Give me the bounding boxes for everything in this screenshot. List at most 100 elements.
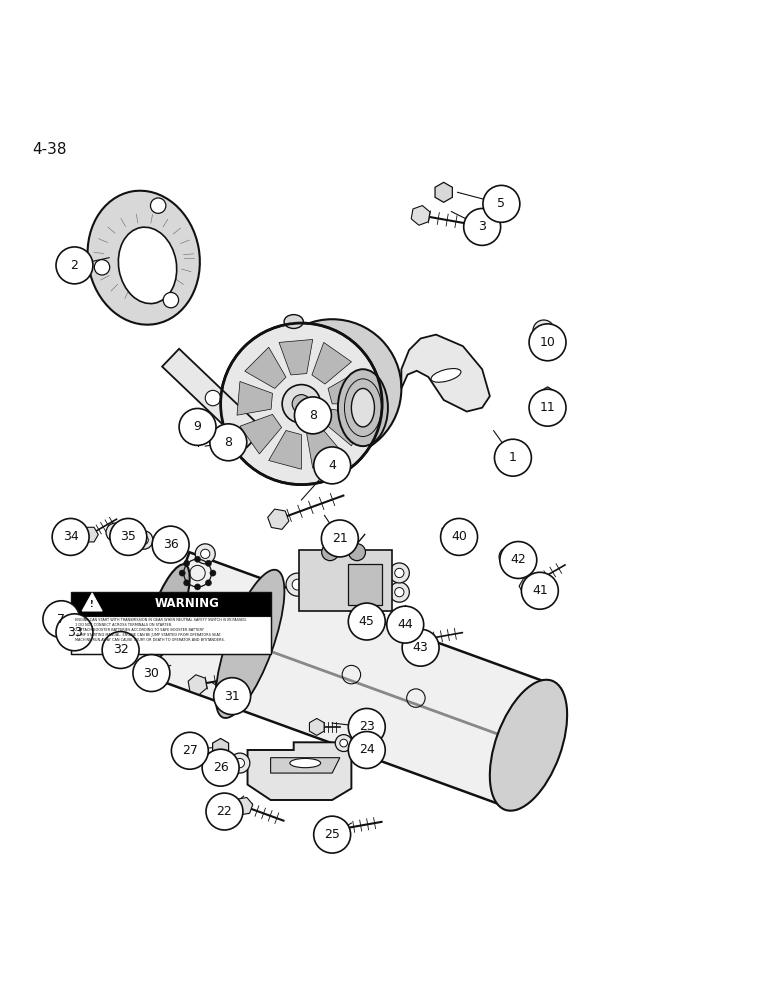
Polygon shape	[268, 509, 289, 529]
Text: 33: 33	[66, 626, 83, 639]
Polygon shape	[325, 409, 366, 446]
Text: 22: 22	[217, 805, 232, 818]
Ellipse shape	[489, 680, 567, 811]
Circle shape	[52, 518, 89, 555]
Text: 23: 23	[359, 720, 374, 733]
Circle shape	[529, 324, 566, 361]
Text: ENGINE CAN START WITH TRANSMISSION IN GEAR WHEN NEUTRAL SAFETY SWITCH IS BY-PASS: ENGINE CAN START WITH TRANSMISSION IN GE…	[75, 618, 248, 642]
Circle shape	[529, 389, 566, 426]
Text: 11: 11	[540, 401, 555, 414]
Ellipse shape	[338, 369, 388, 446]
Text: 30: 30	[144, 667, 159, 680]
Circle shape	[110, 518, 147, 555]
Polygon shape	[162, 349, 264, 447]
Polygon shape	[248, 742, 351, 800]
Circle shape	[394, 568, 404, 578]
Polygon shape	[411, 206, 430, 225]
FancyBboxPatch shape	[348, 564, 381, 605]
Polygon shape	[312, 342, 351, 384]
Circle shape	[151, 198, 166, 213]
Circle shape	[521, 572, 558, 609]
Text: 21: 21	[332, 532, 347, 545]
Bar	[70, 592, 271, 654]
Text: 8: 8	[309, 409, 317, 422]
Circle shape	[348, 708, 385, 745]
Text: 4-38: 4-38	[32, 142, 66, 157]
Circle shape	[322, 544, 339, 561]
Circle shape	[94, 260, 110, 275]
Polygon shape	[79, 621, 93, 638]
Polygon shape	[240, 414, 282, 454]
Circle shape	[171, 732, 208, 769]
Polygon shape	[235, 797, 252, 815]
Circle shape	[441, 518, 478, 555]
Circle shape	[139, 535, 148, 545]
Circle shape	[235, 758, 245, 768]
Bar	[70, 592, 271, 616]
Ellipse shape	[290, 758, 320, 768]
Circle shape	[321, 520, 358, 557]
Polygon shape	[237, 381, 273, 415]
Circle shape	[286, 573, 309, 596]
Polygon shape	[82, 593, 102, 611]
Circle shape	[263, 319, 401, 458]
Circle shape	[494, 439, 531, 476]
Circle shape	[195, 584, 201, 590]
Circle shape	[110, 528, 120, 537]
Circle shape	[396, 612, 415, 631]
Circle shape	[464, 208, 500, 245]
Circle shape	[389, 563, 409, 583]
Polygon shape	[401, 335, 490, 412]
Circle shape	[102, 632, 139, 668]
Circle shape	[402, 629, 439, 666]
Text: 2: 2	[70, 259, 79, 272]
Circle shape	[394, 588, 404, 597]
Text: 41: 41	[532, 584, 547, 597]
Circle shape	[387, 606, 424, 643]
Circle shape	[184, 580, 190, 586]
Text: WARNING: WARNING	[154, 597, 219, 610]
Ellipse shape	[351, 388, 374, 427]
Ellipse shape	[284, 315, 303, 328]
Circle shape	[292, 579, 303, 590]
Circle shape	[120, 642, 129, 651]
Circle shape	[206, 793, 243, 830]
Circle shape	[163, 292, 178, 308]
Circle shape	[292, 395, 310, 413]
Polygon shape	[412, 631, 429, 649]
Text: 44: 44	[398, 618, 413, 631]
Ellipse shape	[431, 369, 461, 382]
Text: 24: 24	[359, 743, 374, 756]
Circle shape	[340, 739, 347, 747]
Circle shape	[282, 385, 320, 423]
Text: 3: 3	[478, 220, 486, 233]
Text: 25: 25	[324, 828, 340, 841]
Polygon shape	[519, 578, 537, 594]
Circle shape	[184, 560, 190, 566]
Circle shape	[401, 617, 410, 626]
Polygon shape	[188, 675, 207, 694]
Circle shape	[483, 185, 520, 222]
Circle shape	[195, 556, 201, 562]
Text: 8: 8	[225, 436, 232, 449]
Circle shape	[114, 636, 134, 656]
Circle shape	[538, 325, 549, 336]
Text: 31: 31	[225, 690, 240, 703]
Circle shape	[210, 424, 247, 461]
Circle shape	[195, 544, 215, 564]
Circle shape	[179, 570, 185, 576]
Text: 7: 7	[57, 613, 66, 626]
Circle shape	[313, 447, 350, 484]
Text: 1: 1	[509, 451, 517, 464]
Circle shape	[133, 655, 170, 692]
Text: 36: 36	[163, 538, 178, 551]
Polygon shape	[331, 820, 348, 838]
Circle shape	[348, 603, 385, 640]
Polygon shape	[271, 758, 340, 773]
Polygon shape	[144, 552, 558, 809]
Circle shape	[364, 608, 384, 628]
Circle shape	[205, 580, 212, 586]
FancyBboxPatch shape	[300, 550, 391, 611]
Polygon shape	[245, 347, 286, 388]
Circle shape	[370, 614, 379, 623]
